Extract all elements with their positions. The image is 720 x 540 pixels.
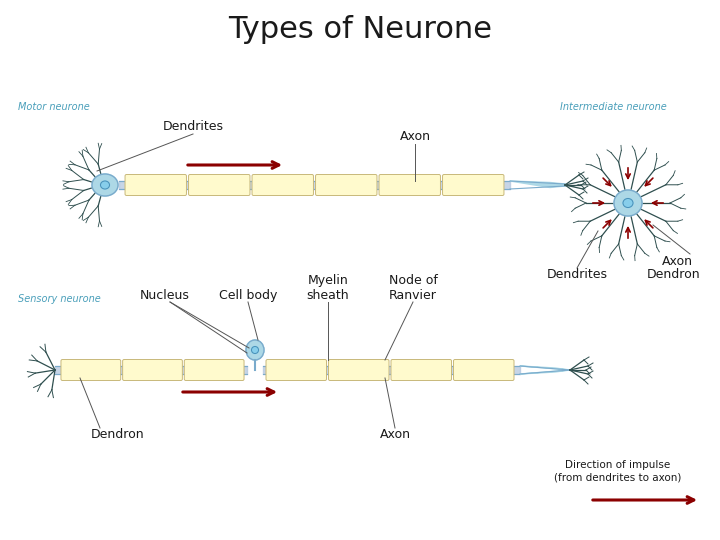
Text: Axon: Axon — [379, 428, 410, 441]
Ellipse shape — [251, 347, 258, 354]
Polygon shape — [510, 181, 565, 187]
Ellipse shape — [101, 181, 109, 189]
Text: Nucleus: Nucleus — [140, 289, 190, 302]
Ellipse shape — [246, 340, 264, 360]
FancyBboxPatch shape — [454, 360, 514, 381]
FancyBboxPatch shape — [443, 174, 504, 195]
FancyBboxPatch shape — [122, 360, 182, 381]
Text: Axon: Axon — [400, 130, 431, 143]
FancyBboxPatch shape — [252, 174, 313, 195]
Text: Direction of impulse
(from dendrites to axon): Direction of impulse (from dendrites to … — [554, 461, 682, 482]
FancyBboxPatch shape — [61, 360, 121, 381]
Polygon shape — [520, 370, 570, 374]
Ellipse shape — [92, 174, 118, 196]
FancyBboxPatch shape — [189, 174, 250, 195]
FancyBboxPatch shape — [266, 360, 326, 381]
Text: Types of Neurone: Types of Neurone — [228, 16, 492, 44]
Text: Dendrites: Dendrites — [546, 268, 608, 281]
Text: Dendron: Dendron — [647, 268, 700, 281]
FancyBboxPatch shape — [328, 360, 389, 381]
Text: Dendrites: Dendrites — [163, 120, 223, 133]
Text: Sensory neurone: Sensory neurone — [18, 294, 101, 304]
Text: Motor neurone: Motor neurone — [18, 102, 90, 112]
FancyBboxPatch shape — [391, 360, 451, 381]
Ellipse shape — [623, 199, 633, 207]
Text: Axon: Axon — [662, 255, 693, 268]
FancyBboxPatch shape — [184, 360, 244, 381]
FancyBboxPatch shape — [315, 174, 377, 195]
FancyBboxPatch shape — [379, 174, 441, 195]
FancyBboxPatch shape — [125, 174, 186, 195]
Ellipse shape — [614, 190, 642, 216]
Text: Myelin
sheath: Myelin sheath — [307, 274, 349, 302]
Polygon shape — [520, 366, 570, 370]
Text: Node of
Ranvier: Node of Ranvier — [389, 274, 438, 302]
Text: Intermediate neurone: Intermediate neurone — [560, 102, 667, 112]
Text: Dendron: Dendron — [91, 428, 145, 441]
Text: Cell body: Cell body — [219, 289, 277, 302]
